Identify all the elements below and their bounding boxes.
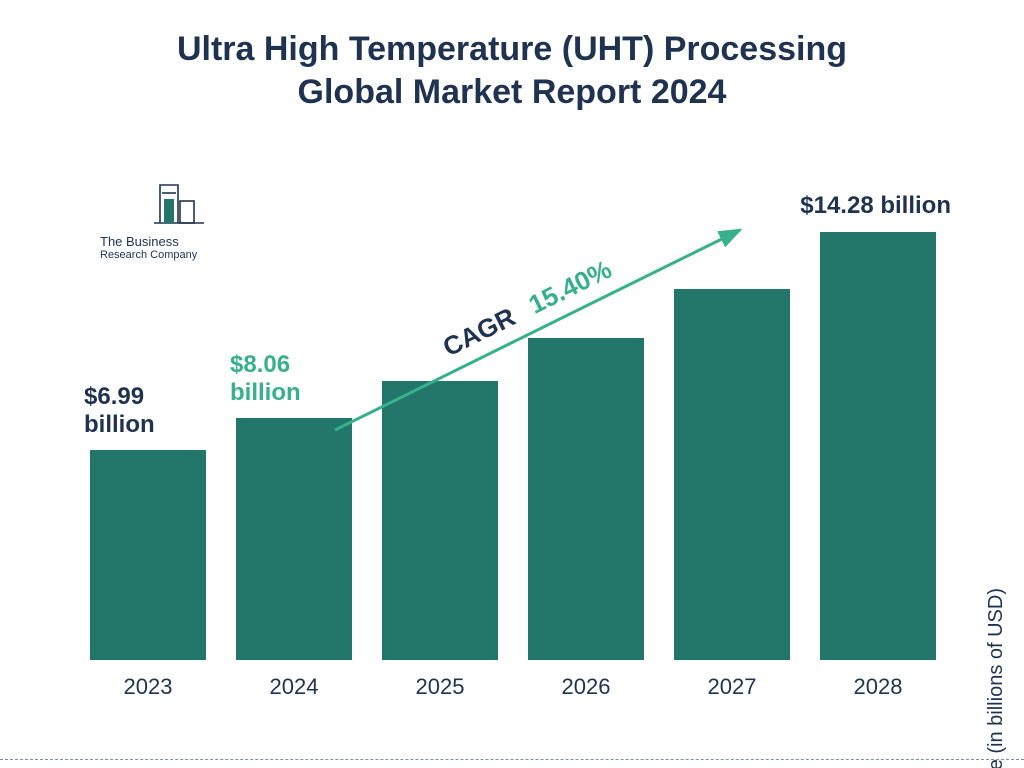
bar-2024 (236, 418, 352, 660)
bar-2027 (674, 289, 790, 660)
bar-2023 (90, 450, 206, 660)
chart-container: Ultra High Temperature (UHT) Processing … (0, 0, 1024, 768)
bar-2025 (382, 381, 498, 660)
title-line-1: Ultra High Temperature (UHT) Processing (177, 30, 847, 68)
plot-area: $6.99billion $8.06billion $14.28 billion (80, 180, 950, 660)
title-line-2: Global Market Report 2024 (298, 73, 727, 111)
value-label-2028: $14.28 billion (770, 192, 951, 220)
chart-title: Ultra High Temperature (UHT) Processing … (0, 28, 1024, 113)
x-label-2025: 2025 (382, 674, 498, 700)
bar-chart: $6.99billion $8.06billion $14.28 billion 2… (80, 180, 950, 700)
bar-2028 (820, 232, 936, 660)
x-label-2027: 2027 (674, 674, 790, 700)
y-axis-label: Market Size (in billions of USD) (985, 588, 1008, 768)
x-label-2024: 2024 (236, 674, 352, 700)
x-axis-labels: 2023 2024 2025 2026 2027 2028 (80, 660, 950, 700)
x-label-2026: 2026 (528, 674, 644, 700)
value-label-2023: $6.99billion (84, 383, 212, 438)
value-label-2024: $8.06billion (230, 351, 358, 406)
footer-divider (0, 759, 1024, 760)
x-label-2023: 2023 (90, 674, 206, 700)
x-label-2028: 2028 (820, 674, 936, 700)
bar-2026 (528, 338, 644, 660)
